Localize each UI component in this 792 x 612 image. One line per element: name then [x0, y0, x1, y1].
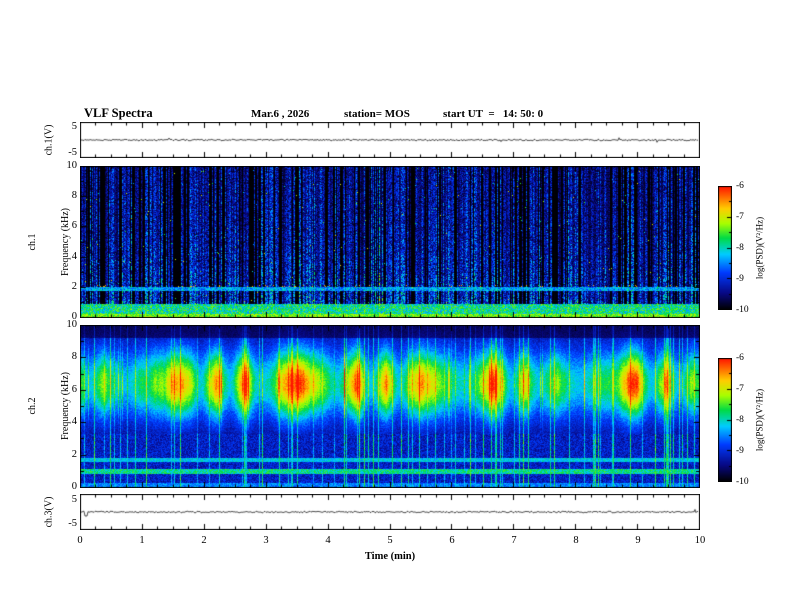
xaxis-tick-2: 2 — [201, 535, 207, 546]
colorbar-1-label: log(PSD)(V²/Hz) — [754, 216, 765, 280]
ch1-spec-ytick-10: 10 — [66, 160, 78, 171]
xaxis-tick-1: 1 — [139, 535, 145, 546]
colorbar-1-tick-0: -6 — [736, 181, 744, 191]
ch1-voltage-canvas — [80, 122, 700, 158]
ch1-spec-ylabel-frequency: Frequency (kHz) — [60, 207, 71, 277]
ch3-voltage-ymax: 5 — [71, 494, 77, 505]
ch2-spec-ytick-4: 4 — [71, 416, 77, 427]
plot-title: VLF Spectra — [84, 106, 153, 120]
ch2-spec-ytick-2: 2 — [71, 449, 77, 460]
ch3-voltage-canvas — [80, 494, 700, 530]
xaxis-tick-8: 8 — [573, 535, 579, 546]
plot-date: Mar.6 , 2026 — [251, 108, 310, 120]
colorbar-1-tick-3: -9 — [736, 274, 744, 284]
ch2-spec-ytick-8: 8 — [71, 351, 77, 362]
colorbar-2-tick-4: -10 — [736, 477, 749, 487]
colorbar-1-canvas — [718, 186, 732, 310]
ch2-spec-ylabel-channel: ch.2 — [27, 397, 38, 415]
ch1-spec-ylabel-channel: ch.1 — [27, 233, 38, 251]
colorbar-2-tick-3: -9 — [736, 446, 744, 456]
ch1-spec-ytick-8: 8 — [71, 190, 77, 201]
plot-station: station= MOS — [344, 108, 410, 120]
colorbar-1-tick-1: -7 — [736, 212, 744, 222]
ch1-spec-ytick-6: 6 — [71, 220, 77, 231]
colorbar-1-tick-2: -8 — [736, 243, 744, 253]
ch1-spec-ytick-0: 0 — [71, 311, 77, 322]
colorbar-2-label: log(PSD)(V²/Hz) — [754, 388, 765, 452]
ch2-spec-ytick-6: 6 — [71, 384, 77, 395]
ch1-spec-ylabel: ch.1 Frequency (kHz) — [5, 208, 93, 276]
xaxis-tick-3: 3 — [263, 535, 269, 546]
colorbar-2-tick-0: -6 — [736, 353, 744, 363]
ch2-spec-ylabel-frequency: Frequency (kHz) — [60, 371, 71, 441]
colorbar-2-tick-1: -7 — [736, 384, 744, 394]
xaxis-tick-10: 10 — [694, 535, 706, 546]
ch1-voltage-ymax: 5 — [71, 121, 77, 132]
colorbar-2-tick-2: -8 — [736, 415, 744, 425]
plot-start-ut: start UT = 14: 50: 0 — [443, 108, 544, 120]
ch1-voltage-ymin: -5 — [68, 147, 77, 158]
ch2-spec-ytick-10: 10 — [66, 319, 78, 330]
xaxis-tick-9: 9 — [635, 535, 641, 546]
xaxis-tick-4: 4 — [325, 535, 331, 546]
xaxis-tick-6: 6 — [449, 535, 455, 546]
ch3-voltage-ymin: -5 — [68, 518, 77, 529]
xaxis-tick-0: 0 — [77, 535, 83, 546]
ch1-spec-ytick-4: 4 — [71, 251, 77, 262]
xaxis-tick-5: 5 — [387, 535, 393, 546]
colorbar-1-tick-4: -10 — [736, 305, 749, 315]
ch2-spec-ylabel: ch.2 Frequency (kHz) — [5, 372, 93, 440]
ch2-spectrogram-canvas — [80, 325, 700, 488]
xaxis-tick-7: 7 — [511, 535, 517, 546]
xaxis-label: Time (min) — [364, 551, 416, 562]
colorbar-2-canvas — [718, 358, 732, 482]
ch2-spec-ytick-0: 0 — [71, 481, 77, 492]
ch1-spec-ytick-2: 2 — [71, 281, 77, 292]
ch1-spectrogram-canvas — [80, 166, 700, 318]
